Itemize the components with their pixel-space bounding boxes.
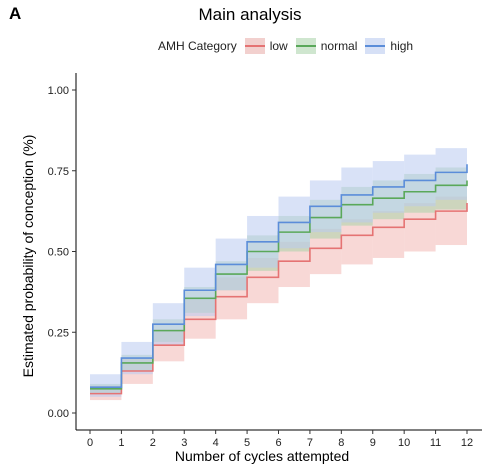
y-axis-title: Estimated probability of conception (%): [20, 135, 36, 378]
x-tick-label: 8: [338, 437, 344, 449]
axes: 0.000.250.500.751.000 1 2 3 4 5 6 7 8 9 10 11 12: [48, 73, 482, 449]
x-tick-label: 11: [430, 437, 441, 449]
ci-band-low-cycle-8: [341, 219, 373, 265]
x-tick-label: 7: [307, 437, 313, 449]
y-tick-label: 0.50: [48, 247, 69, 259]
ci-band-high-cycle-3: [184, 267, 216, 317]
chart-title: Main analysis: [198, 5, 302, 24]
legend-label-low: low: [269, 39, 288, 53]
y-tick-label: 0.00: [48, 408, 69, 420]
x-axis-title: Number of cycles attempted: [175, 448, 349, 464]
legend-label-high: high: [390, 39, 414, 53]
y-tick-label: 0.25: [48, 327, 69, 339]
legend-key-low: [244, 38, 265, 54]
series-line-high: [90, 164, 468, 388]
legend-title: AMH Category: [158, 39, 237, 53]
legend: AMH Category low normal high: [158, 36, 421, 56]
x-tick-label: 5: [244, 437, 250, 449]
legend-item-high: high: [365, 38, 413, 54]
legend-label-normal: normal: [320, 39, 358, 53]
x-tick-label: 12: [461, 437, 473, 449]
x-tick-label: 3: [181, 437, 187, 449]
y-tick-label: 1.00: [48, 85, 69, 97]
x-tick-label: 9: [370, 437, 376, 449]
ci-band-high-cycle-11: [435, 148, 467, 200]
y-tick-label: 0.75: [48, 166, 69, 178]
x-tick-label: 10: [398, 437, 410, 449]
ci-band-high-cycle-0: [90, 374, 122, 397]
series-lines: [90, 164, 468, 395]
legend-item-normal: normal: [295, 38, 358, 54]
x-tick-label: 2: [150, 437, 156, 449]
legend-key-high: [365, 38, 386, 54]
x-tick-label: 4: [213, 437, 219, 449]
panel-label: A: [9, 4, 22, 23]
legend-key-normal: [295, 38, 316, 54]
legend-item-low: low: [244, 38, 288, 54]
x-tick-label: 6: [275, 437, 281, 449]
x-tick-label: 0: [87, 437, 93, 449]
x-tick-label: 1: [118, 437, 124, 449]
